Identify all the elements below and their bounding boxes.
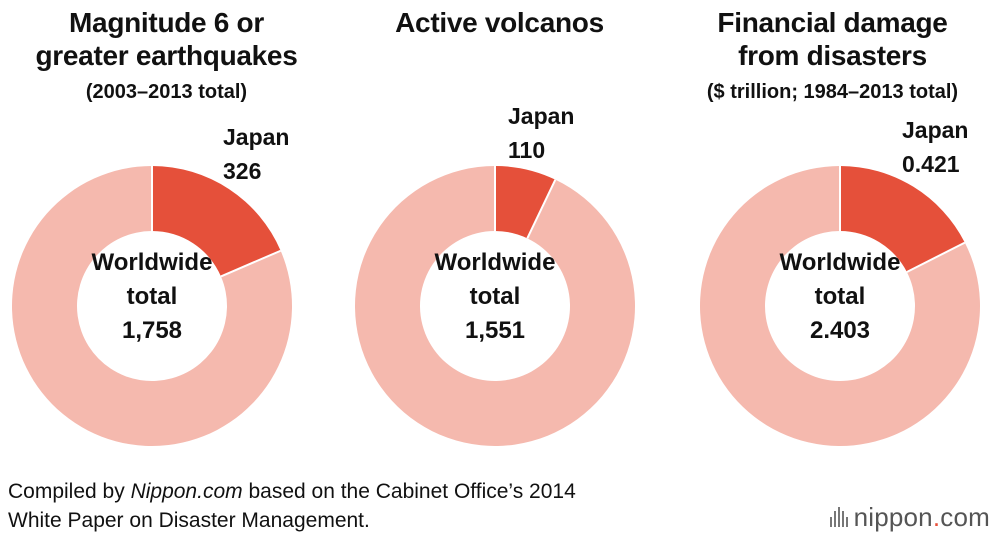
japan-value-label: 110	[508, 137, 545, 163]
donut-chart: Japan 110 Worldwide total 1,551	[355, 103, 635, 446]
chart-panel-volcanos: Active volcanos Japan 110 Worldwide total 1,…	[333, 0, 666, 460]
slice-rest-of-world	[12, 166, 293, 446]
slice-japan	[840, 166, 965, 273]
donut-chart: Japan 0.421 Worldwide total 2.403	[700, 117, 980, 446]
center-total-value: 2.403	[810, 317, 870, 344]
source-suffix: based on the Cabinet Office’s 2014	[242, 480, 576, 503]
chart-subtitle: (2003–2013 total)	[85, 81, 248, 103]
source-note: Compiled by Nippon.com based on the Cabi…	[8, 477, 576, 535]
center-label-worldwide: Worldwide	[435, 249, 556, 276]
center-label-total: total	[127, 283, 178, 310]
japan-label: Japan	[508, 103, 574, 129]
slice-rest-of-world	[700, 166, 980, 446]
slice-divider	[526, 179, 557, 239]
source-publisher: Nippon.com	[130, 480, 243, 503]
center-label-total: total	[815, 283, 866, 310]
slice-rest-of-world	[355, 166, 635, 446]
chart-title-line: Magnitude 6 or	[69, 7, 264, 38]
chart-title-line: Active volcanos	[395, 7, 604, 38]
chart-title-line: from disasters	[738, 40, 927, 71]
center-total-value: 1,758	[122, 317, 182, 344]
chart-title: Magnitude 6 or greater earthquakes	[0, 6, 333, 72]
center-label-worldwide: Worldwide	[92, 249, 213, 276]
chart-title-line: greater earthquakes	[35, 40, 298, 71]
japan-label: Japan	[223, 124, 289, 150]
center-label-total: total	[470, 283, 521, 310]
chart-panel-financial-damage: Financial damage from disasters ($ trill…	[666, 0, 999, 460]
japan-label: Japan	[902, 117, 968, 143]
japan-value-label: 0.421	[902, 151, 960, 177]
slice-divider	[906, 241, 966, 273]
slice-divider	[220, 249, 282, 278]
chart-title-line: Financial damage	[717, 7, 948, 38]
center-total-value: 1,551	[465, 317, 525, 344]
chart-panel-earthquakes: Magnitude 6 or greater earthquakes (2003…	[0, 0, 333, 460]
nippon-logo: nippon.com	[829, 501, 990, 532]
logo-bars-icon	[829, 507, 848, 527]
chart-title: Financial damage from disasters	[666, 6, 999, 72]
slice-japan	[495, 166, 556, 239]
slice-japan	[152, 166, 281, 277]
chart-title: Active volcanos	[333, 6, 666, 39]
source-line-2: White Paper on Disaster Management.	[8, 509, 370, 532]
japan-value-label: 326	[223, 158, 261, 184]
source-prefix: Compiled by	[8, 480, 131, 503]
center-label-worldwide: Worldwide	[780, 249, 901, 276]
logo-wordmark: nippon.com	[853, 501, 990, 532]
donut-chart: Japan 326 Worldwide total 1,758	[12, 124, 293, 446]
chart-subtitle: ($ trillion; 1984–2013 total)	[706, 81, 959, 103]
